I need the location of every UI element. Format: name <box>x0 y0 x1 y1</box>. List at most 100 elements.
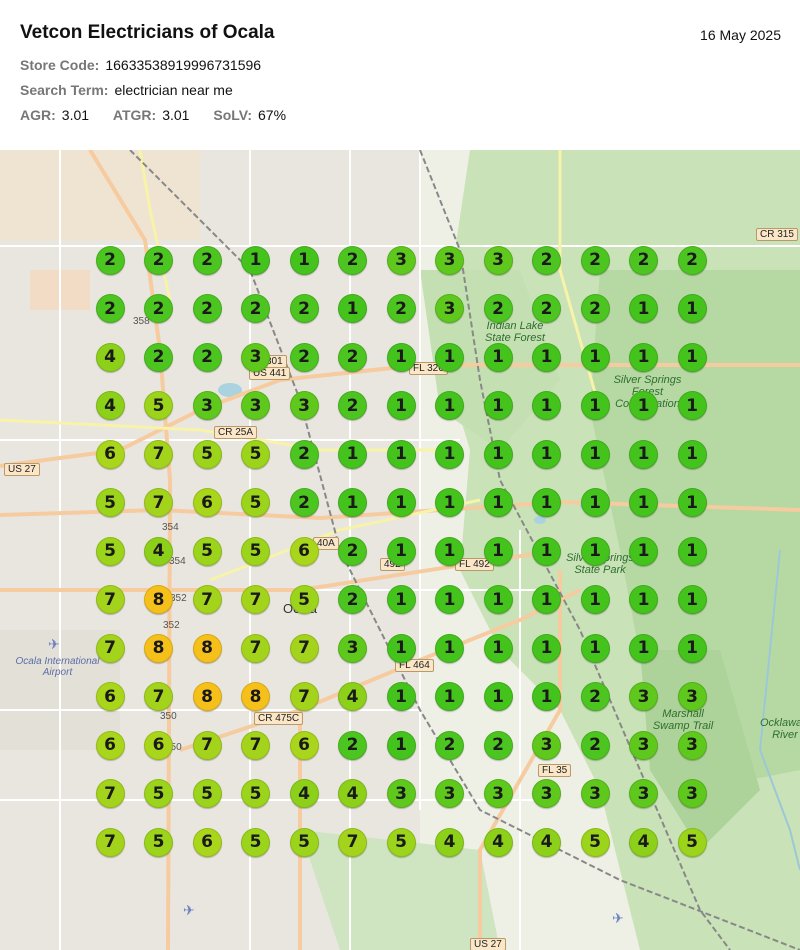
rank-pin[interactable]: 1 <box>629 488 658 517</box>
rank-pin[interactable]: 5 <box>241 779 270 808</box>
rank-pin[interactable]: 1 <box>677 391 707 420</box>
rank-pin[interactable]: 5 <box>289 827 319 857</box>
rank-pin[interactable]: 1 <box>580 342 610 372</box>
rank-pin[interactable]: 1 <box>532 585 561 614</box>
rank-pin[interactable]: 5 <box>677 827 707 857</box>
rank-pin[interactable]: 1 <box>435 682 464 711</box>
rank-pin[interactable]: 1 <box>483 536 513 566</box>
rank-pin[interactable]: 1 <box>580 488 610 517</box>
rank-pin[interactable]: 1 <box>677 633 707 663</box>
rank-pin[interactable]: 2 <box>289 342 319 372</box>
rank-pin[interactable]: 7 <box>241 730 270 760</box>
rank-pin[interactable]: 4 <box>435 827 464 857</box>
rank-pin[interactable]: 3 <box>677 779 707 808</box>
rank-pin[interactable]: 3 <box>241 342 270 372</box>
rank-pin[interactable]: 2 <box>144 245 173 275</box>
rank-pin[interactable]: 6 <box>95 439 125 469</box>
rank-pin[interactable]: 5 <box>144 827 173 857</box>
rank-pin[interactable]: 1 <box>629 536 658 566</box>
rank-pin[interactable]: 4 <box>532 827 561 857</box>
rank-pin[interactable]: 2 <box>580 730 610 760</box>
rank-pin[interactable]: 3 <box>677 682 707 711</box>
rank-pin[interactable]: 1 <box>629 391 658 420</box>
rank-pin[interactable]: 1 <box>435 391 464 420</box>
rank-pin[interactable]: 3 <box>677 730 707 760</box>
rank-pin[interactable]: 2 <box>629 245 658 275</box>
rank-pin[interactable]: 6 <box>144 730 173 760</box>
rank-pin[interactable]: 1 <box>386 536 416 566</box>
rank-pin[interactable]: 1 <box>532 536 561 566</box>
rank-pin[interactable]: 2 <box>338 730 367 760</box>
rank-pin[interactable]: 1 <box>386 585 416 614</box>
rank-pin[interactable]: 8 <box>192 682 222 711</box>
rank-pin[interactable]: 5 <box>580 827 610 857</box>
rank-pin[interactable]: 4 <box>629 827 658 857</box>
rank-pin[interactable]: 1 <box>386 633 416 663</box>
rank-pin[interactable]: 2 <box>192 342 222 372</box>
rank-pin[interactable]: 7 <box>338 827 367 857</box>
rank-pin[interactable]: 4 <box>338 682 367 711</box>
rank-pin[interactable]: 3 <box>241 391 270 420</box>
rank-pin[interactable]: 7 <box>289 682 319 711</box>
rank-pin[interactable]: 1 <box>386 730 416 760</box>
rank-pin[interactable]: 1 <box>338 439 367 469</box>
rank-pin[interactable]: 7 <box>241 633 270 663</box>
rank-pin[interactable]: 1 <box>677 536 707 566</box>
rank-pin[interactable]: 3 <box>289 391 319 420</box>
rank-pin[interactable]: 4 <box>144 536 173 566</box>
rank-pin[interactable]: 1 <box>677 488 707 517</box>
rank-pin[interactable]: 4 <box>289 779 319 808</box>
rank-pin[interactable]: 7 <box>289 633 319 663</box>
rank-pin[interactable]: 3 <box>338 633 367 663</box>
rank-pin[interactable]: 1 <box>580 391 610 420</box>
rank-pin[interactable]: 1 <box>580 633 610 663</box>
rank-pin[interactable]: 3 <box>483 779 513 808</box>
rank-pin[interactable]: 3 <box>435 779 464 808</box>
rank-pin[interactable]: 7 <box>95 827 125 857</box>
rank-pin[interactable]: 7 <box>95 585 125 614</box>
rank-pin[interactable]: 2 <box>580 682 610 711</box>
rank-pin[interactable]: 2 <box>483 730 513 760</box>
rank-pin[interactable]: 2 <box>289 488 319 517</box>
rank-pin[interactable]: 1 <box>338 294 367 323</box>
rank-pin[interactable]: 1 <box>532 439 561 469</box>
rank-pin[interactable]: 1 <box>580 439 610 469</box>
rank-pin[interactable]: 3 <box>629 682 658 711</box>
rank-pin[interactable]: 1 <box>629 439 658 469</box>
rank-pin[interactable]: 7 <box>95 633 125 663</box>
rank-pin[interactable]: 5 <box>241 827 270 857</box>
rank-pin[interactable]: 2 <box>483 294 513 323</box>
rank-pin[interactable]: 2 <box>192 245 222 275</box>
rank-pin[interactable]: 1 <box>677 342 707 372</box>
rank-pin[interactable]: 2 <box>192 294 222 323</box>
rank-pin[interactable]: 2 <box>95 245 125 275</box>
rank-pin[interactable]: 5 <box>192 536 222 566</box>
rank-pin[interactable]: 8 <box>144 585 173 614</box>
rank-pin[interactable]: 1 <box>289 245 319 275</box>
rank-pin[interactable]: 1 <box>532 342 561 372</box>
rank-pin[interactable]: 2 <box>386 294 416 323</box>
rank-pin[interactable]: 7 <box>144 439 173 469</box>
rank-pin[interactable]: 1 <box>677 294 707 323</box>
rank-pin[interactable]: 2 <box>580 294 610 323</box>
rank-pin[interactable]: 7 <box>144 682 173 711</box>
rank-pin[interactable]: 1 <box>483 585 513 614</box>
rank-pin[interactable]: 1 <box>580 536 610 566</box>
rank-pin[interactable]: 6 <box>192 827 222 857</box>
rank-pin[interactable]: 8 <box>192 633 222 663</box>
rank-pin[interactable]: 1 <box>629 294 658 323</box>
rank-pin[interactable]: 1 <box>532 488 561 517</box>
rank-pin[interactable]: 8 <box>144 633 173 663</box>
rank-pin[interactable]: 5 <box>289 585 319 614</box>
rank-pin[interactable]: 1 <box>483 342 513 372</box>
rank-pin[interactable]: 4 <box>95 391 125 420</box>
rank-pin[interactable]: 1 <box>532 633 561 663</box>
rank-pin[interactable]: 3 <box>435 294 464 323</box>
rank-pin[interactable]: 2 <box>144 342 173 372</box>
rank-pin[interactable]: 1 <box>386 391 416 420</box>
rank-pin[interactable]: 1 <box>386 439 416 469</box>
rank-pin[interactable]: 2 <box>338 536 367 566</box>
rank-pin[interactable]: 5 <box>144 391 173 420</box>
rank-pin[interactable]: 3 <box>386 245 416 275</box>
rank-pin[interactable]: 7 <box>192 730 222 760</box>
